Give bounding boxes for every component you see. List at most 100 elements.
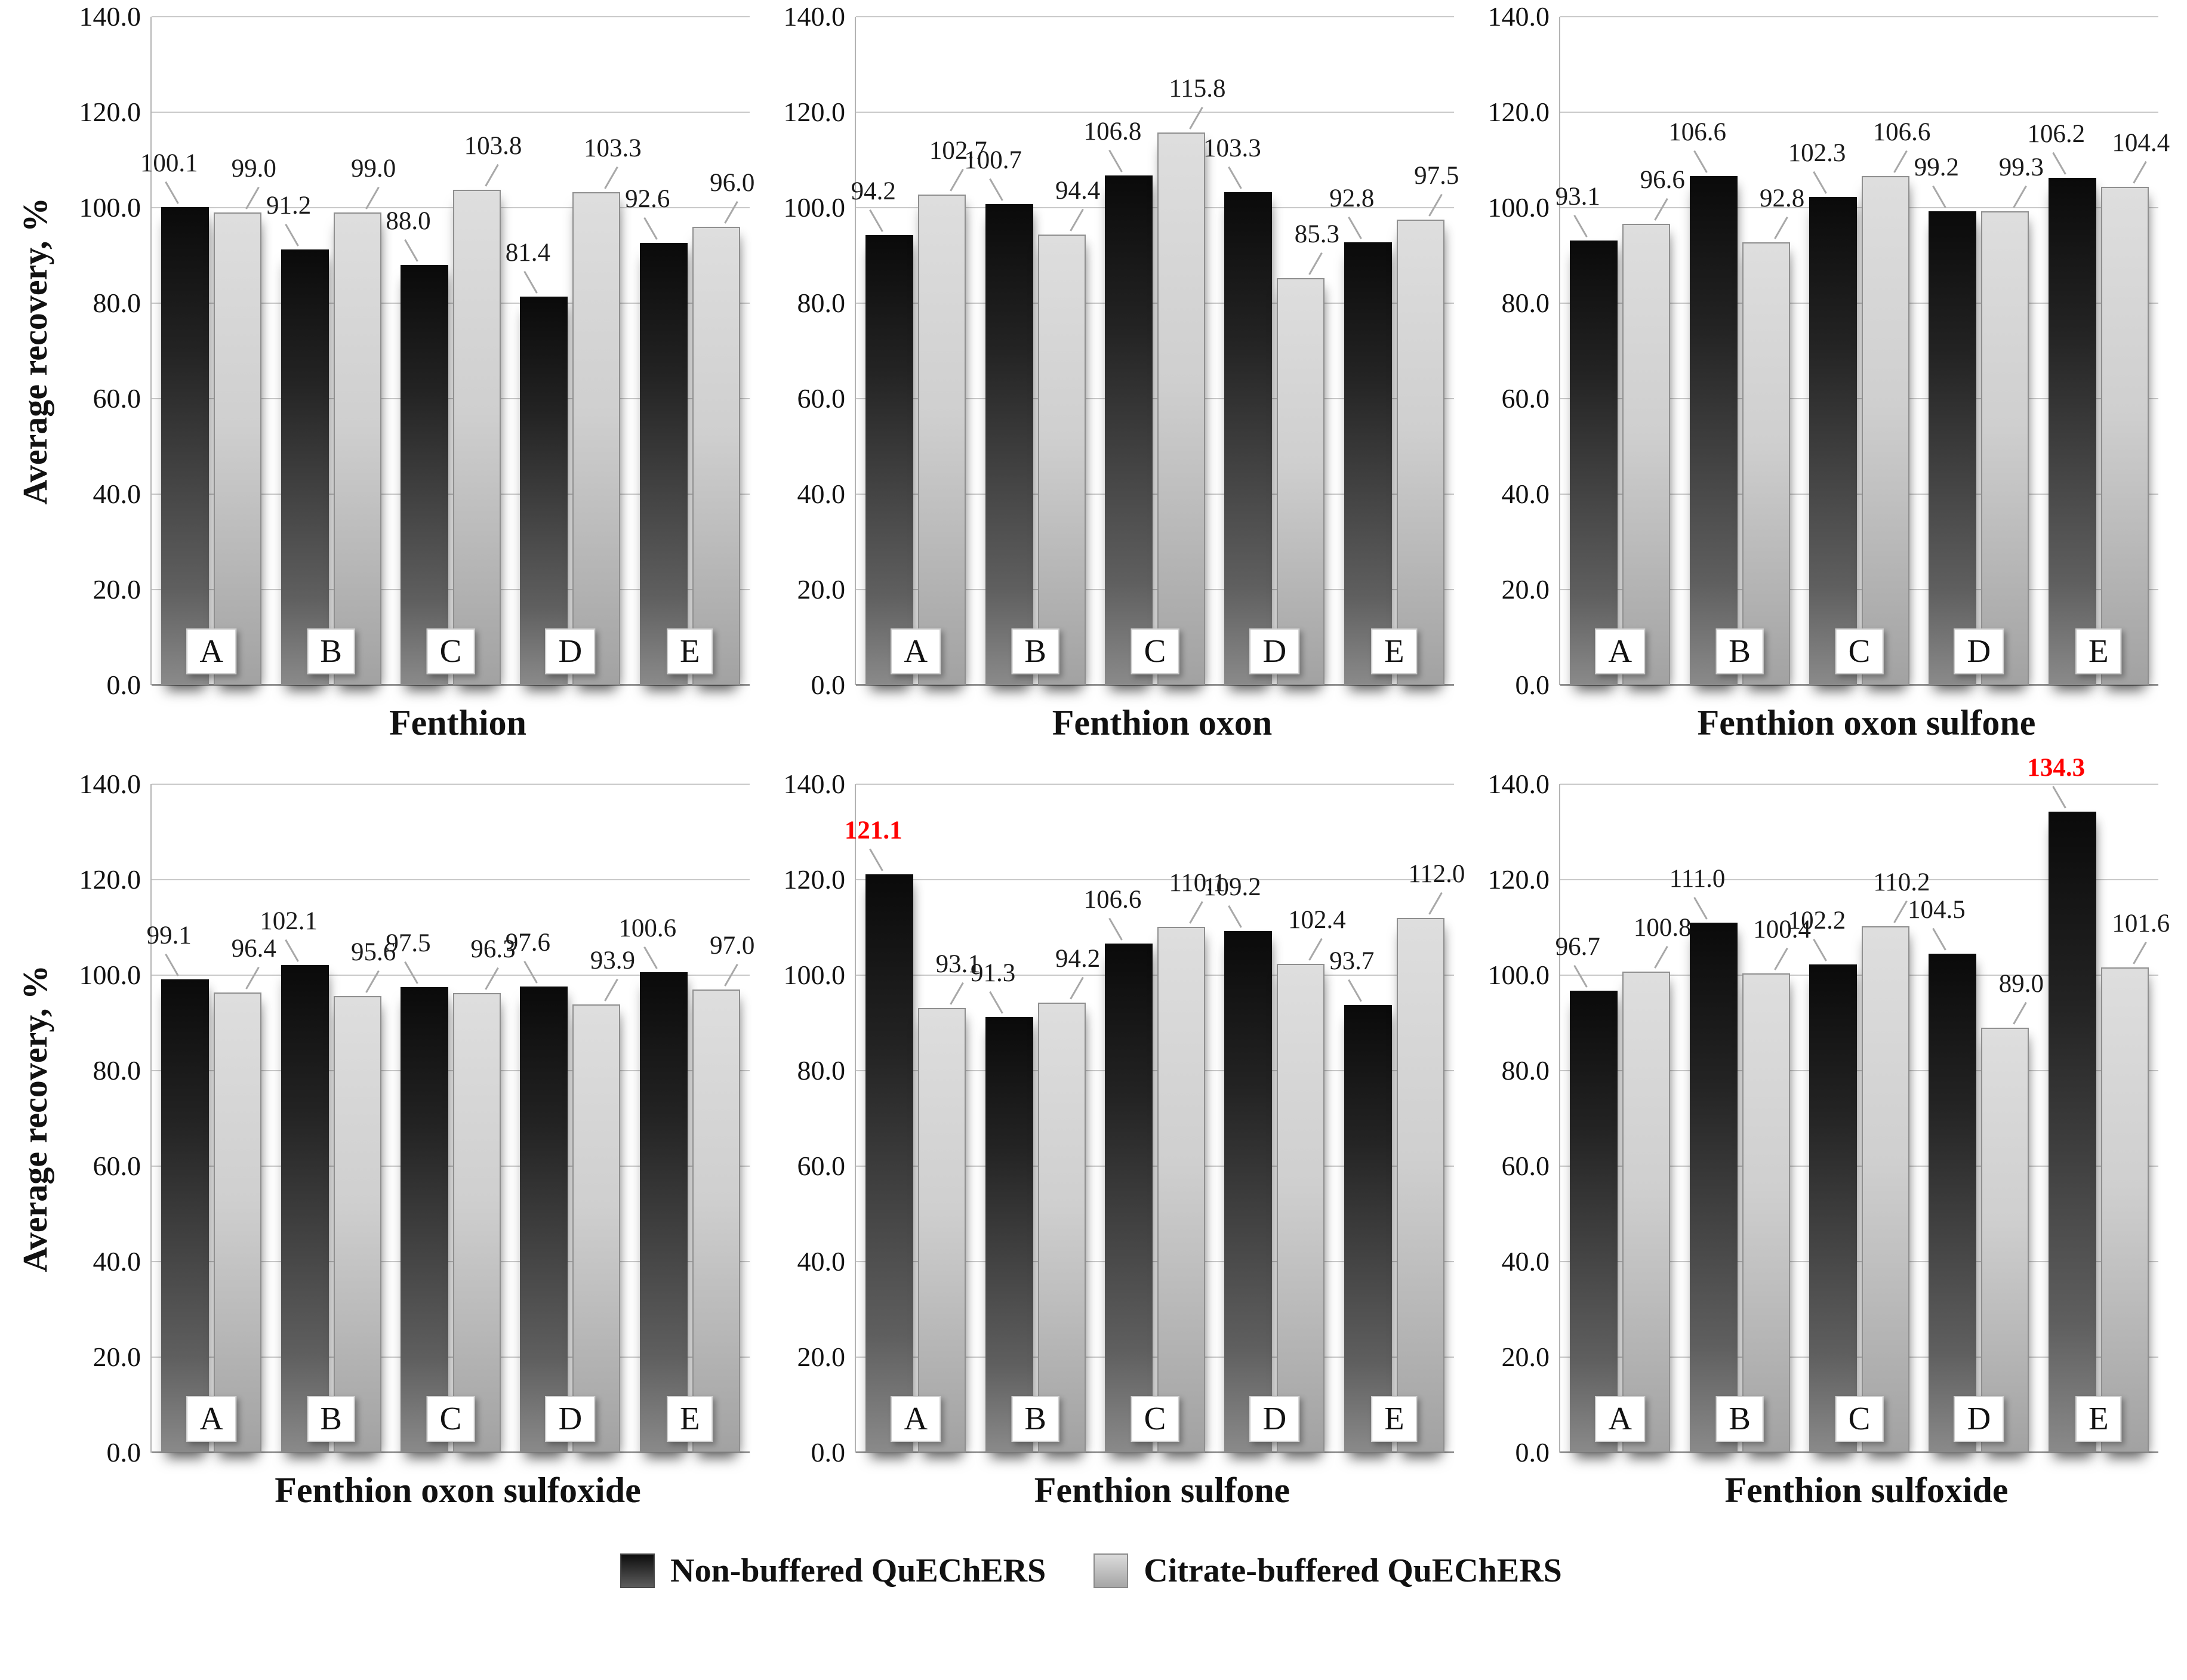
bar-group-a: 99.1 96.4 A xyxy=(147,784,276,1453)
bar-value-label: 106.2 xyxy=(2027,120,2086,149)
gridline xyxy=(856,1357,1454,1358)
x-axis-line xyxy=(856,684,1454,686)
plot-row: 0.0 20.0 40.0 60.0 80.0 100.0 120.0 140.0 100.1… xyxy=(61,3,765,699)
label-leader-line xyxy=(2013,1001,2028,1025)
gridline xyxy=(1560,1166,2158,1167)
category-label: C xyxy=(426,1396,475,1442)
category-label: E xyxy=(2075,628,2122,674)
y-tick-label: 20.0 xyxy=(93,574,141,605)
y-tick-label: 0.0 xyxy=(1515,670,1550,700)
bar-group-b: 91.2 99.0 B xyxy=(266,17,396,685)
bar-citrate-buffered xyxy=(918,1008,966,1453)
bar-non-buffered xyxy=(865,874,914,1453)
category-label: C xyxy=(1131,628,1179,674)
gridline xyxy=(152,494,750,495)
label-leader-line xyxy=(1932,927,1947,951)
bar-value-label: 102.1 xyxy=(260,907,318,936)
legend-item-citrate-buffered: Citrate-buffered QuEChERS xyxy=(1094,1552,1562,1590)
bar-group-e: 92.6 96.0 E xyxy=(625,17,754,685)
bar-group-c: 88.0 103.8 C xyxy=(386,17,522,685)
bar-non-buffered xyxy=(1570,241,1618,685)
bar-non-buffered xyxy=(639,243,688,685)
gridline xyxy=(1560,494,2158,495)
panel-fenthion-oxon: 0.0 20.0 40.0 60.0 80.0 100.0 120.0 140.0 94.2 1… xyxy=(765,3,1470,743)
category-label: D xyxy=(1954,628,2004,674)
x-axis-line xyxy=(152,684,750,686)
bar-value-label: 100.4 xyxy=(1753,915,1811,944)
y-tick-label: 120.0 xyxy=(783,864,846,895)
bar-group-c: 102.2 110.2 C xyxy=(1788,784,1930,1453)
gridline xyxy=(856,303,1454,304)
label-leader-line xyxy=(404,239,418,262)
bar-group-a: 94.2 102.7 A xyxy=(851,17,987,685)
gridline xyxy=(1560,975,2158,976)
panel-fenthion-sulfone: 0.0 20.0 40.0 60.0 80.0 100.0 120.0 140.0 121.1… xyxy=(765,770,1470,1511)
y-tick-label: 40.0 xyxy=(1501,479,1550,509)
panel-fenthion-oxon-sulfone: 0.0 20.0 40.0 60.0 80.0 100.0 120.0 140.0 93.1 9… xyxy=(1470,3,2174,743)
y-tick-label: 120.0 xyxy=(79,864,141,895)
category-label: D xyxy=(1954,1396,2004,1442)
bar-value-label: 104.5 xyxy=(1908,896,1966,924)
bar-value-label: 100.6 xyxy=(618,914,677,943)
legend-swatch-citrate-buffered-icon xyxy=(1094,1553,1129,1588)
bar-citrate-buffered xyxy=(1981,1028,2029,1453)
bar-value-label: 102.3 xyxy=(1788,138,1846,167)
label-leader-line xyxy=(643,947,658,969)
bar-value-label: 97.0 xyxy=(710,932,755,960)
label-leader-line xyxy=(1228,166,1243,189)
bar-group-d: 103.3 85.3 D xyxy=(1203,17,1339,685)
bar-non-buffered xyxy=(985,204,1033,685)
bar-group-e: 93.7 112.0 E xyxy=(1329,784,1465,1453)
bar-value-label: 121.1 xyxy=(844,816,902,845)
gridline xyxy=(1560,303,2158,304)
bar-citrate-buffered xyxy=(1157,927,1205,1453)
bar-value-label: 93.1 xyxy=(1555,183,1600,211)
bar-value-label: 97.6 xyxy=(505,929,550,957)
legend-label: Non-buffered QuEChERS xyxy=(670,1552,1046,1589)
bar-value-label: 100.7 xyxy=(964,146,1022,175)
label-leader-line xyxy=(1428,193,1443,217)
label-leader-line xyxy=(485,967,499,990)
bar-value-label: 109.2 xyxy=(1203,873,1261,902)
label-leader-line xyxy=(1573,215,1588,238)
plot-area: 121.1 93.1 A 91.3 94.2 B 106.6 110.1 C 109.2 102.4… xyxy=(845,784,1465,1453)
label-leader-line xyxy=(1693,896,1708,920)
legend-item-non-buffered: Non-buffered QuEChERS xyxy=(620,1552,1046,1590)
bar-non-buffered xyxy=(1929,954,1977,1453)
plot-row: 0.0 20.0 40.0 60.0 80.0 100.0 120.0 140.0 96.7 1… xyxy=(1470,755,2174,1466)
category-label: C xyxy=(1131,1396,1179,1442)
bar-citrate-buffered xyxy=(1861,926,1909,1453)
panel-title: Fenthion oxon sulfoxide xyxy=(275,1471,641,1510)
plot-row: 0.0 20.0 40.0 60.0 80.0 100.0 120.0 140.0 121.1… xyxy=(765,770,1470,1466)
label-leader-line xyxy=(1893,901,1908,924)
y-axis-ticks: 0.0 20.0 40.0 60.0 80.0 100.0 120.0 140.0 xyxy=(1470,3,1559,699)
gridline xyxy=(856,1070,1454,1072)
gridline xyxy=(856,398,1454,399)
label-leader-line xyxy=(1189,106,1203,130)
bar-group-b: 100.7 94.4 B xyxy=(964,17,1100,685)
gridline xyxy=(1560,207,2158,208)
bar-non-buffered xyxy=(985,1016,1033,1453)
label-leader-line xyxy=(1654,945,1668,969)
gridline xyxy=(1560,1357,2158,1358)
label-leader-line xyxy=(1428,892,1443,915)
label-leader-line xyxy=(723,201,738,224)
bar-group-a: 100.1 99.0 A xyxy=(140,17,276,685)
gridline xyxy=(856,207,1454,208)
y-tick-label: 20.0 xyxy=(797,1342,846,1372)
y-tick-label: 80.0 xyxy=(1501,288,1550,318)
gridline xyxy=(856,1166,1454,1167)
gridline xyxy=(152,1261,750,1263)
bar-citrate-buffered xyxy=(918,195,966,685)
label-leader-line xyxy=(485,164,499,187)
label-leader-line xyxy=(245,966,260,989)
bar-group-b: 91.3 94.2 B xyxy=(971,784,1100,1453)
bar-value-label: 100.8 xyxy=(1633,913,1692,942)
bar-citrate-buffered xyxy=(452,189,501,685)
bar-non-buffered xyxy=(1344,1005,1392,1453)
bar-non-buffered xyxy=(1689,176,1738,685)
bar-group-c: 106.6 110.1 C xyxy=(1084,784,1226,1453)
bar-non-buffered xyxy=(1689,923,1738,1453)
bar-citrate-buffered xyxy=(1861,176,1909,685)
bar-value-label: 102.2 xyxy=(1788,907,1846,935)
